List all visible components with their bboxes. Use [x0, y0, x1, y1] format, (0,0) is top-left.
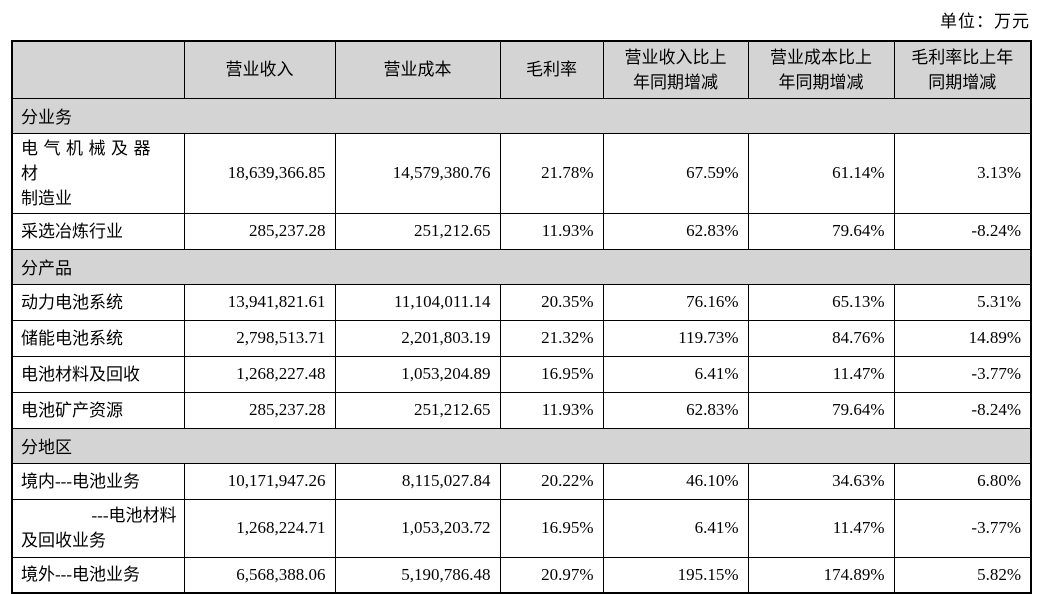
gross-margin-cell: 20.97%: [499, 556, 604, 594]
revenue-yoy-cell: 62.83%: [602, 212, 749, 250]
cost-cell: 5,190,786.48: [334, 556, 501, 594]
cost-cell: 14,579,380.76: [334, 132, 501, 214]
margin-yoy-cell: 6.80%: [893, 462, 1032, 500]
table-header-row: 营业收入 营业成本 毛利率 营业收入比上 年同期增减 营业成本比上 年同期增减 毛利率比上…: [11, 40, 1032, 99]
gross-margin-cell: 11.93%: [499, 391, 604, 429]
table-row: 境外---电池业务 6,568,388.06 5,190,786.48 20.97% 1…: [11, 556, 1032, 594]
cost-cell: 251,212.65: [334, 391, 501, 429]
table-row: 电气机械及器材 制造业 18,639,366.85 14,579,380.76 21.7…: [11, 132, 1032, 214]
revenue-yoy-cell: 6.41%: [602, 355, 749, 393]
revenue-yoy-cell: 76.16%: [602, 283, 749, 321]
gross-margin-cell: 20.22%: [499, 462, 604, 500]
column-header: 毛利率: [499, 40, 604, 99]
revenue-cell: 10,171,947.26: [183, 462, 336, 500]
gross-margin-cell: 21.78%: [499, 132, 604, 214]
revenue-cell: 1,268,224.71: [183, 498, 336, 558]
gross-margin-cell: 21.32%: [499, 319, 604, 357]
section-row: 分业务: [11, 97, 1032, 134]
margin-yoy-cell: 5.31%: [893, 283, 1032, 321]
section-title: 分业务: [11, 97, 1032, 134]
column-header: 营业成本比上 年同期增减: [747, 40, 895, 99]
cost-yoy-cell: 79.64%: [747, 212, 895, 250]
table-row: 采选冶炼行业 285,237.28 251,212.65 11.93% 62.83% 79…: [11, 212, 1032, 250]
row-label: 储能电池系统: [11, 319, 185, 357]
row-label: ---电池材料及回收业务: [11, 498, 185, 558]
cost-yoy-cell: 65.13%: [747, 283, 895, 321]
gross-margin-cell: 20.35%: [499, 283, 604, 321]
margin-yoy-cell: 3.13%: [893, 132, 1032, 214]
section-title: 分地区: [11, 427, 1032, 464]
margin-yoy-cell: 14.89%: [893, 319, 1032, 357]
cost-cell: 8,115,027.84: [334, 462, 501, 500]
operating-results-table: 营业收入 营业成本 毛利率 营业收入比上 年同期增减 营业成本比上 年同期增减 毛利率比上…: [11, 40, 1032, 594]
cost-yoy-cell: 174.89%: [747, 556, 895, 594]
revenue-cell: 6,568,388.06: [183, 556, 336, 594]
row-label-line: ---电池材料: [91, 506, 177, 525]
revenue-cell: 13,941,821.61: [183, 283, 336, 321]
row-label: 动力电池系统: [11, 283, 185, 321]
cost-yoy-cell: 11.47%: [747, 498, 895, 558]
gross-margin-cell: 16.95%: [499, 498, 604, 558]
gross-margin-cell: 16.95%: [499, 355, 604, 393]
section-row: 分地区: [11, 427, 1032, 464]
table-row: 动力电池系统 13,941,821.61 11,104,011.14 20.35% 76…: [11, 283, 1032, 321]
section-title: 分产品: [11, 248, 1032, 285]
corner-cell: [11, 40, 185, 99]
row-label-line: 电气机械及器材: [21, 138, 156, 183]
table-row: 电池矿产资源 285,237.28 251,212.65 11.93% 62.83% 79…: [11, 391, 1032, 429]
table-row: 境内---电池业务 10,171,947.26 8,115,027.84 20.22%…: [11, 462, 1032, 500]
gross-margin-cell: 11.93%: [499, 212, 604, 250]
unit-label: 单位：万元: [940, 12, 1030, 31]
row-label-line: 及回收业务: [21, 531, 106, 550]
revenue-cell: 18,639,366.85: [183, 132, 336, 214]
cost-yoy-cell: 84.76%: [747, 319, 895, 357]
revenue-cell: 285,237.28: [183, 391, 336, 429]
row-label: 境内---电池业务: [11, 462, 185, 500]
column-header: 毛利率比上年 同期增减: [893, 40, 1032, 99]
row-label: 电池矿产资源: [11, 391, 185, 429]
table-row: ---电池材料 及回收业务 1,268,224.71 1,053,203.72 16.9…: [11, 498, 1032, 558]
revenue-yoy-cell: 62.83%: [602, 391, 749, 429]
revenue-yoy-cell: 195.15%: [602, 556, 749, 594]
margin-yoy-cell: -3.77%: [893, 498, 1032, 558]
margin-yoy-cell: -8.24%: [893, 212, 1032, 250]
cost-cell: 1,053,203.72: [334, 498, 501, 558]
row-label: 境外---电池业务: [11, 556, 185, 594]
cost-yoy-cell: 11.47%: [747, 355, 895, 393]
cost-cell: 1,053,204.89: [334, 355, 501, 393]
revenue-cell: 285,237.28: [183, 212, 336, 250]
table-row: 电池材料及回收 1,268,227.48 1,053,204.89 16.95% 6.4…: [11, 355, 1032, 393]
row-label: 采选冶炼行业: [11, 212, 185, 250]
revenue-yoy-cell: 119.73%: [602, 319, 749, 357]
margin-yoy-cell: -8.24%: [893, 391, 1032, 429]
revenue-yoy-cell: 6.41%: [602, 498, 749, 558]
column-header: 营业收入: [183, 40, 336, 99]
column-header: 营业收入比上 年同期增减: [602, 40, 749, 99]
table-row: 储能电池系统 2,798,513.71 2,201,803.19 21.32% 119.…: [11, 319, 1032, 357]
row-label: 电池材料及回收: [11, 355, 185, 393]
cost-yoy-cell: 34.63%: [747, 462, 895, 500]
margin-yoy-cell: 5.82%: [893, 556, 1032, 594]
cost-yoy-cell: 79.64%: [747, 391, 895, 429]
revenue-cell: 1,268,227.48: [183, 355, 336, 393]
row-label-line: 制造业: [21, 188, 72, 208]
row-label: 电气机械及器材制造业: [11, 132, 185, 214]
margin-yoy-cell: -3.77%: [893, 355, 1032, 393]
cost-cell: 251,212.65: [334, 212, 501, 250]
cost-cell: 2,201,803.19: [334, 319, 501, 357]
cost-yoy-cell: 61.14%: [747, 132, 895, 214]
revenue-cell: 2,798,513.71: [183, 319, 336, 357]
revenue-yoy-cell: 67.59%: [602, 132, 749, 214]
revenue-yoy-cell: 46.10%: [602, 462, 749, 500]
cost-cell: 11,104,011.14: [334, 283, 501, 321]
column-header: 营业成本: [334, 40, 501, 99]
section-row: 分产品: [11, 248, 1032, 285]
